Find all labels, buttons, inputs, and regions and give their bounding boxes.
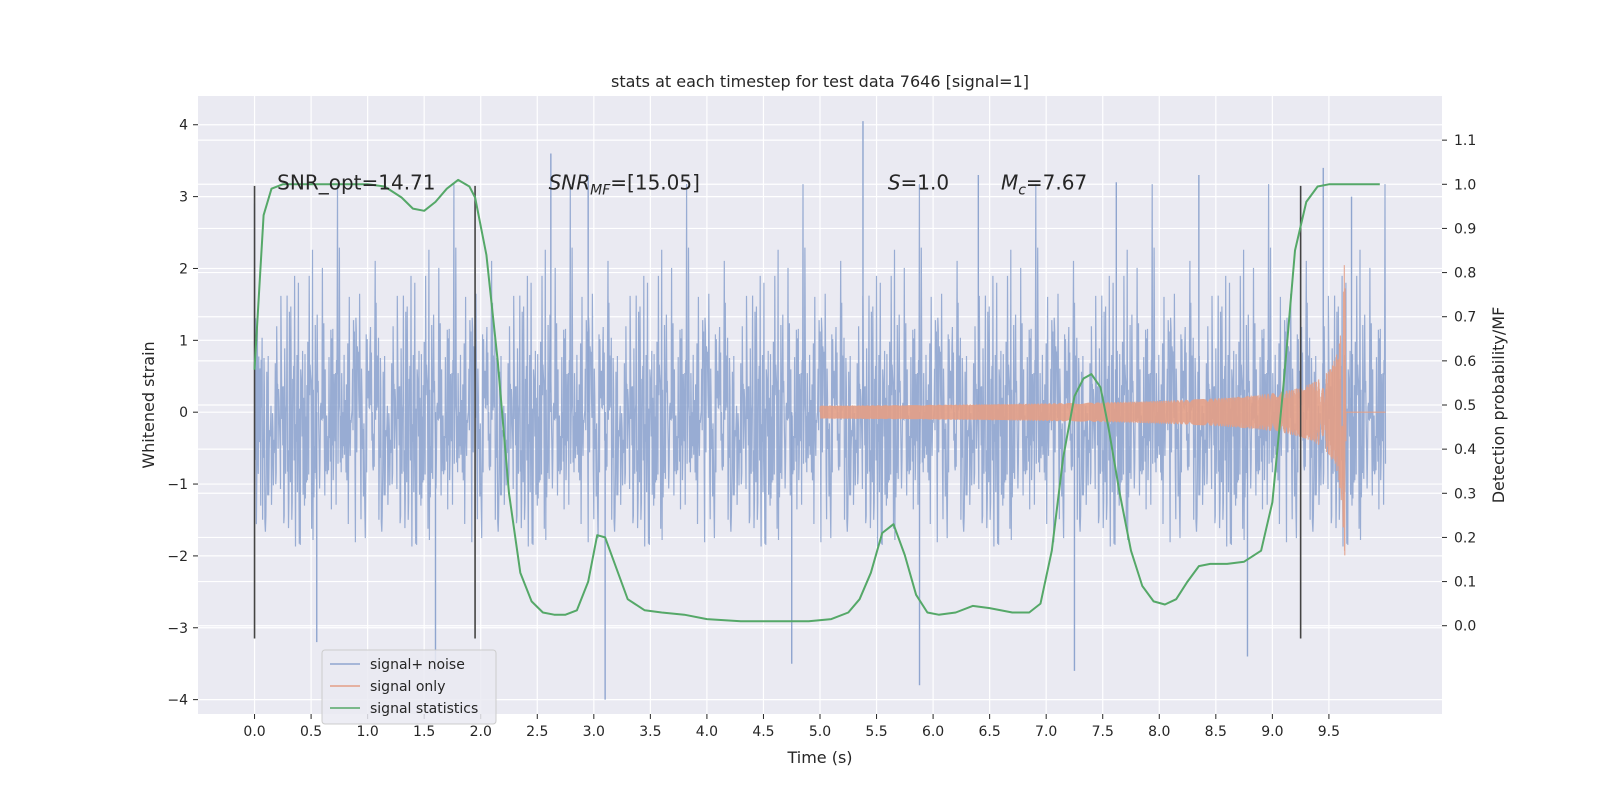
y2-tick-label: 0.1	[1454, 575, 1476, 591]
annotation-text: SNR_opt=14.71	[277, 170, 435, 194]
x-tick-label: 2.0	[470, 724, 492, 740]
y-tick-label: −2	[167, 549, 188, 565]
x-axis-ticks: 0.0 0.5 1.0 1.5 2.0 2.5 3.0 3.5 4.0 4.5 5.0 5.5 6.0 6…	[243, 714, 1340, 740]
legend-label-signal-noise: signal+ noise	[370, 657, 465, 673]
x-tick-label: 3.0	[583, 724, 605, 740]
x-tick-label: 9.0	[1261, 724, 1283, 740]
x-tick-label: 8.5	[1205, 724, 1227, 740]
y-tick-label: −3	[167, 621, 188, 637]
y2-tick-label: 0.8	[1454, 266, 1476, 282]
x-tick-label: 8.0	[1148, 724, 1170, 740]
y2-tick-label: 0.5	[1454, 398, 1476, 414]
x-tick-label: 3.5	[639, 724, 661, 740]
x-tick-label: 6.0	[922, 724, 944, 740]
y-tick-label: 4	[179, 118, 188, 134]
annotation-text: SNRMF=[15.05]	[549, 170, 700, 198]
signal-only-line	[819, 265, 1386, 556]
signal-statistics-line	[253, 178, 1380, 623]
x-tick-label: 7.0	[1035, 724, 1057, 740]
series-signal-noise	[253, 121, 1387, 700]
y2-tick-label: 1.1	[1454, 133, 1476, 149]
x-tick-label: 1.0	[357, 724, 379, 740]
x-tick-label: 5.0	[809, 724, 831, 740]
y2-tick-label: 0.6	[1454, 354, 1476, 370]
annotations: SNR_opt=14.71 SNRMF=[15.05] S=1.0 Mc=7.67	[277, 170, 1087, 198]
y2-tick-label: 0.2	[1454, 530, 1476, 546]
y2-tick-label: 1.0	[1454, 177, 1476, 193]
legend-box	[321, 649, 497, 725]
y-tick-label: 2	[179, 261, 188, 277]
y-tick-label: 3	[179, 190, 188, 206]
y2-tick-label: 0.9	[1454, 221, 1476, 237]
x-tick-label: 7.5	[1092, 724, 1114, 740]
y-axis-label: Whitened strain	[139, 341, 158, 468]
x-tick-label: 0.5	[300, 724, 322, 740]
y-tick-label: −4	[167, 693, 188, 709]
y-tick-label: 0	[179, 405, 188, 421]
y2-tick-label: 0.7	[1454, 310, 1476, 326]
x-tick-label: 2.5	[526, 724, 548, 740]
x-tick-label: 4.5	[752, 724, 774, 740]
signal-noise-line	[253, 184, 1387, 547]
chart-title: stats at each timestep for test data 764…	[611, 72, 1029, 91]
y2-axis-ticks: 1.1 1.0 0.9 0.8 0.7 0.6 0.5 0.4 0.3 0.2 0.1 0.0	[1442, 133, 1476, 635]
legend-label-signal-statistics: signal statistics	[370, 701, 478, 717]
legend: signal+ noise signal only signal statist…	[321, 649, 497, 725]
y2-tick-label: 0.0	[1454, 619, 1476, 635]
x-tick-label: 6.5	[979, 724, 1001, 740]
annotation-text: Mc=7.67	[1001, 170, 1087, 198]
x-tick-label: 4.0	[696, 724, 718, 740]
x-tick-label: 9.5	[1318, 724, 1340, 740]
y-tick-label: 1	[179, 333, 188, 349]
x-tick-label: 5.5	[865, 724, 887, 740]
vertical-markers	[253, 185, 1302, 639]
x-tick-label: 1.5	[413, 724, 435, 740]
x-tick-label: 0.0	[243, 724, 265, 740]
y2-axis-label: Detection probability/MF	[1489, 307, 1508, 504]
x-axis-label: Time (s)	[786, 748, 852, 767]
y-tick-label: −1	[167, 477, 188, 493]
y2-tick-label: 0.3	[1454, 486, 1476, 502]
legend-label-signal-only: signal only	[370, 679, 445, 695]
series-signal-statistics	[253, 178, 1380, 623]
y-axis-ticks: 4 3 2 1 0 −1 −2 −3 −4	[167, 118, 198, 709]
y2-tick-label: 0.4	[1454, 442, 1476, 458]
annotation-text: S=1.0	[888, 170, 949, 194]
series-signal-only	[819, 265, 1386, 556]
